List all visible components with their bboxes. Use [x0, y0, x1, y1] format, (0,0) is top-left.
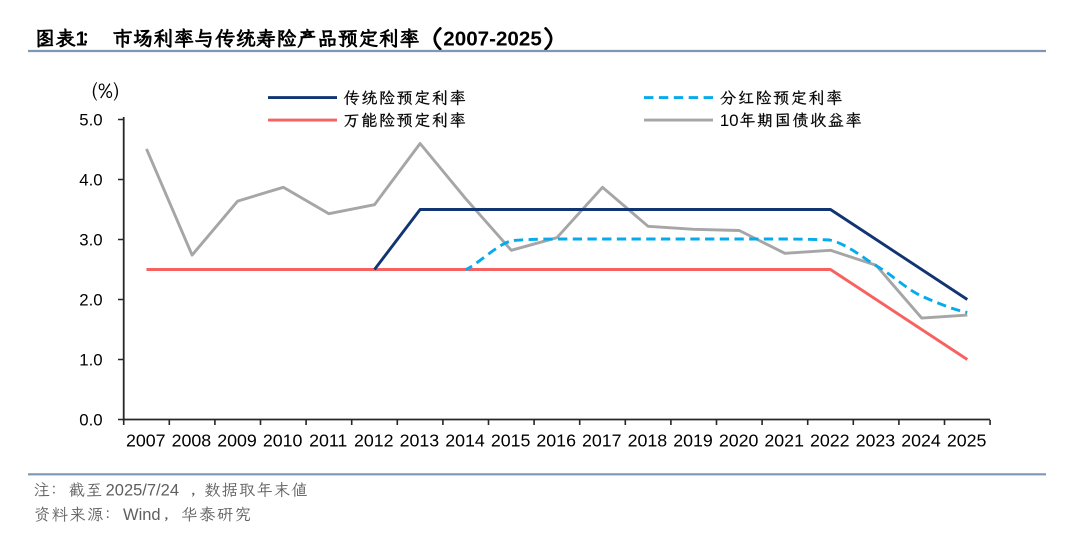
svg-text:2014: 2014: [445, 430, 485, 450]
svg-text:2009: 2009: [217, 430, 257, 450]
svg-text:2007: 2007: [126, 430, 166, 450]
svg-text:10: 10: [720, 111, 739, 130]
svg-text:2008: 2008: [172, 430, 212, 450]
svg-text:2013: 2013: [400, 430, 440, 450]
svg-text:2020: 2020: [719, 430, 759, 450]
svg-text:2022: 2022: [810, 430, 850, 450]
svg-text:2019: 2019: [673, 430, 713, 450]
svg-text:1: 1: [76, 28, 87, 50]
svg-text:4.0: 4.0: [79, 171, 102, 190]
svg-text:1.0: 1.0: [79, 351, 102, 370]
svg-text:3.0: 3.0: [79, 231, 102, 250]
svg-text:2023: 2023: [856, 430, 896, 450]
svg-text:2025/7/24: 2025/7/24: [106, 482, 179, 500]
svg-text:2017: 2017: [582, 430, 622, 450]
svg-text:5.0: 5.0: [79, 111, 102, 130]
svg-text:2021: 2021: [764, 430, 804, 450]
svg-text:2.0: 2.0: [79, 291, 102, 310]
svg-text:0.0: 0.0: [79, 411, 102, 430]
svg-text:2018: 2018: [628, 430, 668, 450]
svg-text:2011: 2011: [309, 430, 347, 450]
svg-text:2015: 2015: [491, 430, 531, 450]
svg-text:2007-2025: 2007-2025: [443, 27, 541, 50]
svg-text:Wind: Wind: [123, 506, 161, 524]
svg-text:2025: 2025: [947, 430, 987, 450]
svg-text:2024: 2024: [901, 430, 941, 450]
svg-text:2010: 2010: [263, 430, 303, 450]
svg-text:2016: 2016: [536, 430, 576, 450]
svg-text:2012: 2012: [354, 430, 394, 450]
